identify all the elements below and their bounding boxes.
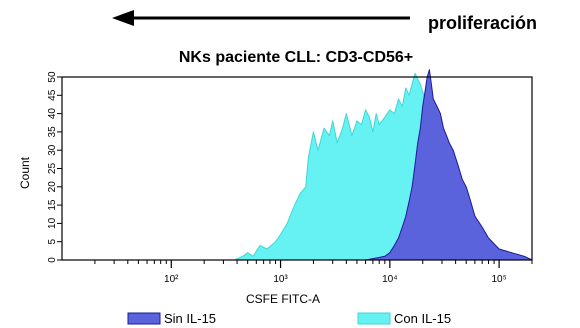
legend-label-con-il15: Con IL-15 [394, 311, 451, 326]
x-tick-label: 10⁴ [382, 274, 397, 285]
y-tick-label: 5 [47, 238, 58, 244]
plot-area: 0 5 10 15 20 25 30 35 40 45 50 10² 10³ 10⁴ 10⁵ [47, 69, 533, 285]
legend: Sin IL-15 Con IL-15 [127, 311, 451, 326]
y-tick-label: 35 [47, 126, 58, 138]
legend-swatch-con-il15 [357, 312, 391, 325]
arrow-head-icon [112, 10, 134, 26]
y-tick-label: 20 [47, 181, 58, 193]
legend-label-sin-il15: Sin IL-15 [164, 311, 216, 326]
y-axis-ticks: 0 5 10 15 20 25 30 35 40 45 50 [47, 71, 62, 263]
y-tick-label: 0 [47, 257, 58, 263]
x-tick-label: 10³ [273, 274, 288, 285]
y-tick-label: 40 [47, 108, 58, 120]
proliferation-annotation: proliferación [112, 10, 537, 33]
x-tick-label: 10² [164, 274, 179, 285]
y-tick-label: 10 [47, 217, 58, 229]
annotation-label: proliferación [428, 13, 537, 33]
series-layer [190, 69, 533, 261]
y-tick-label: 25 [47, 163, 58, 175]
chart-title: NKs paciente CLL: CD3-CD56+ [179, 49, 413, 66]
legend-swatch-sin-il15 [127, 312, 161, 325]
x-tick-label: 10⁵ [491, 274, 506, 285]
y-tick-label: 15 [47, 199, 58, 211]
y-tick-label: 45 [47, 89, 58, 101]
x-axis-ticks: 10² 10³ 10⁴ 10⁵ [94, 260, 533, 285]
y-tick-label: 30 [47, 144, 58, 156]
y-axis-label: Count [18, 156, 32, 189]
y-tick-label: 50 [47, 71, 58, 83]
x-axis-label: CSFE FITC-A [246, 292, 320, 306]
